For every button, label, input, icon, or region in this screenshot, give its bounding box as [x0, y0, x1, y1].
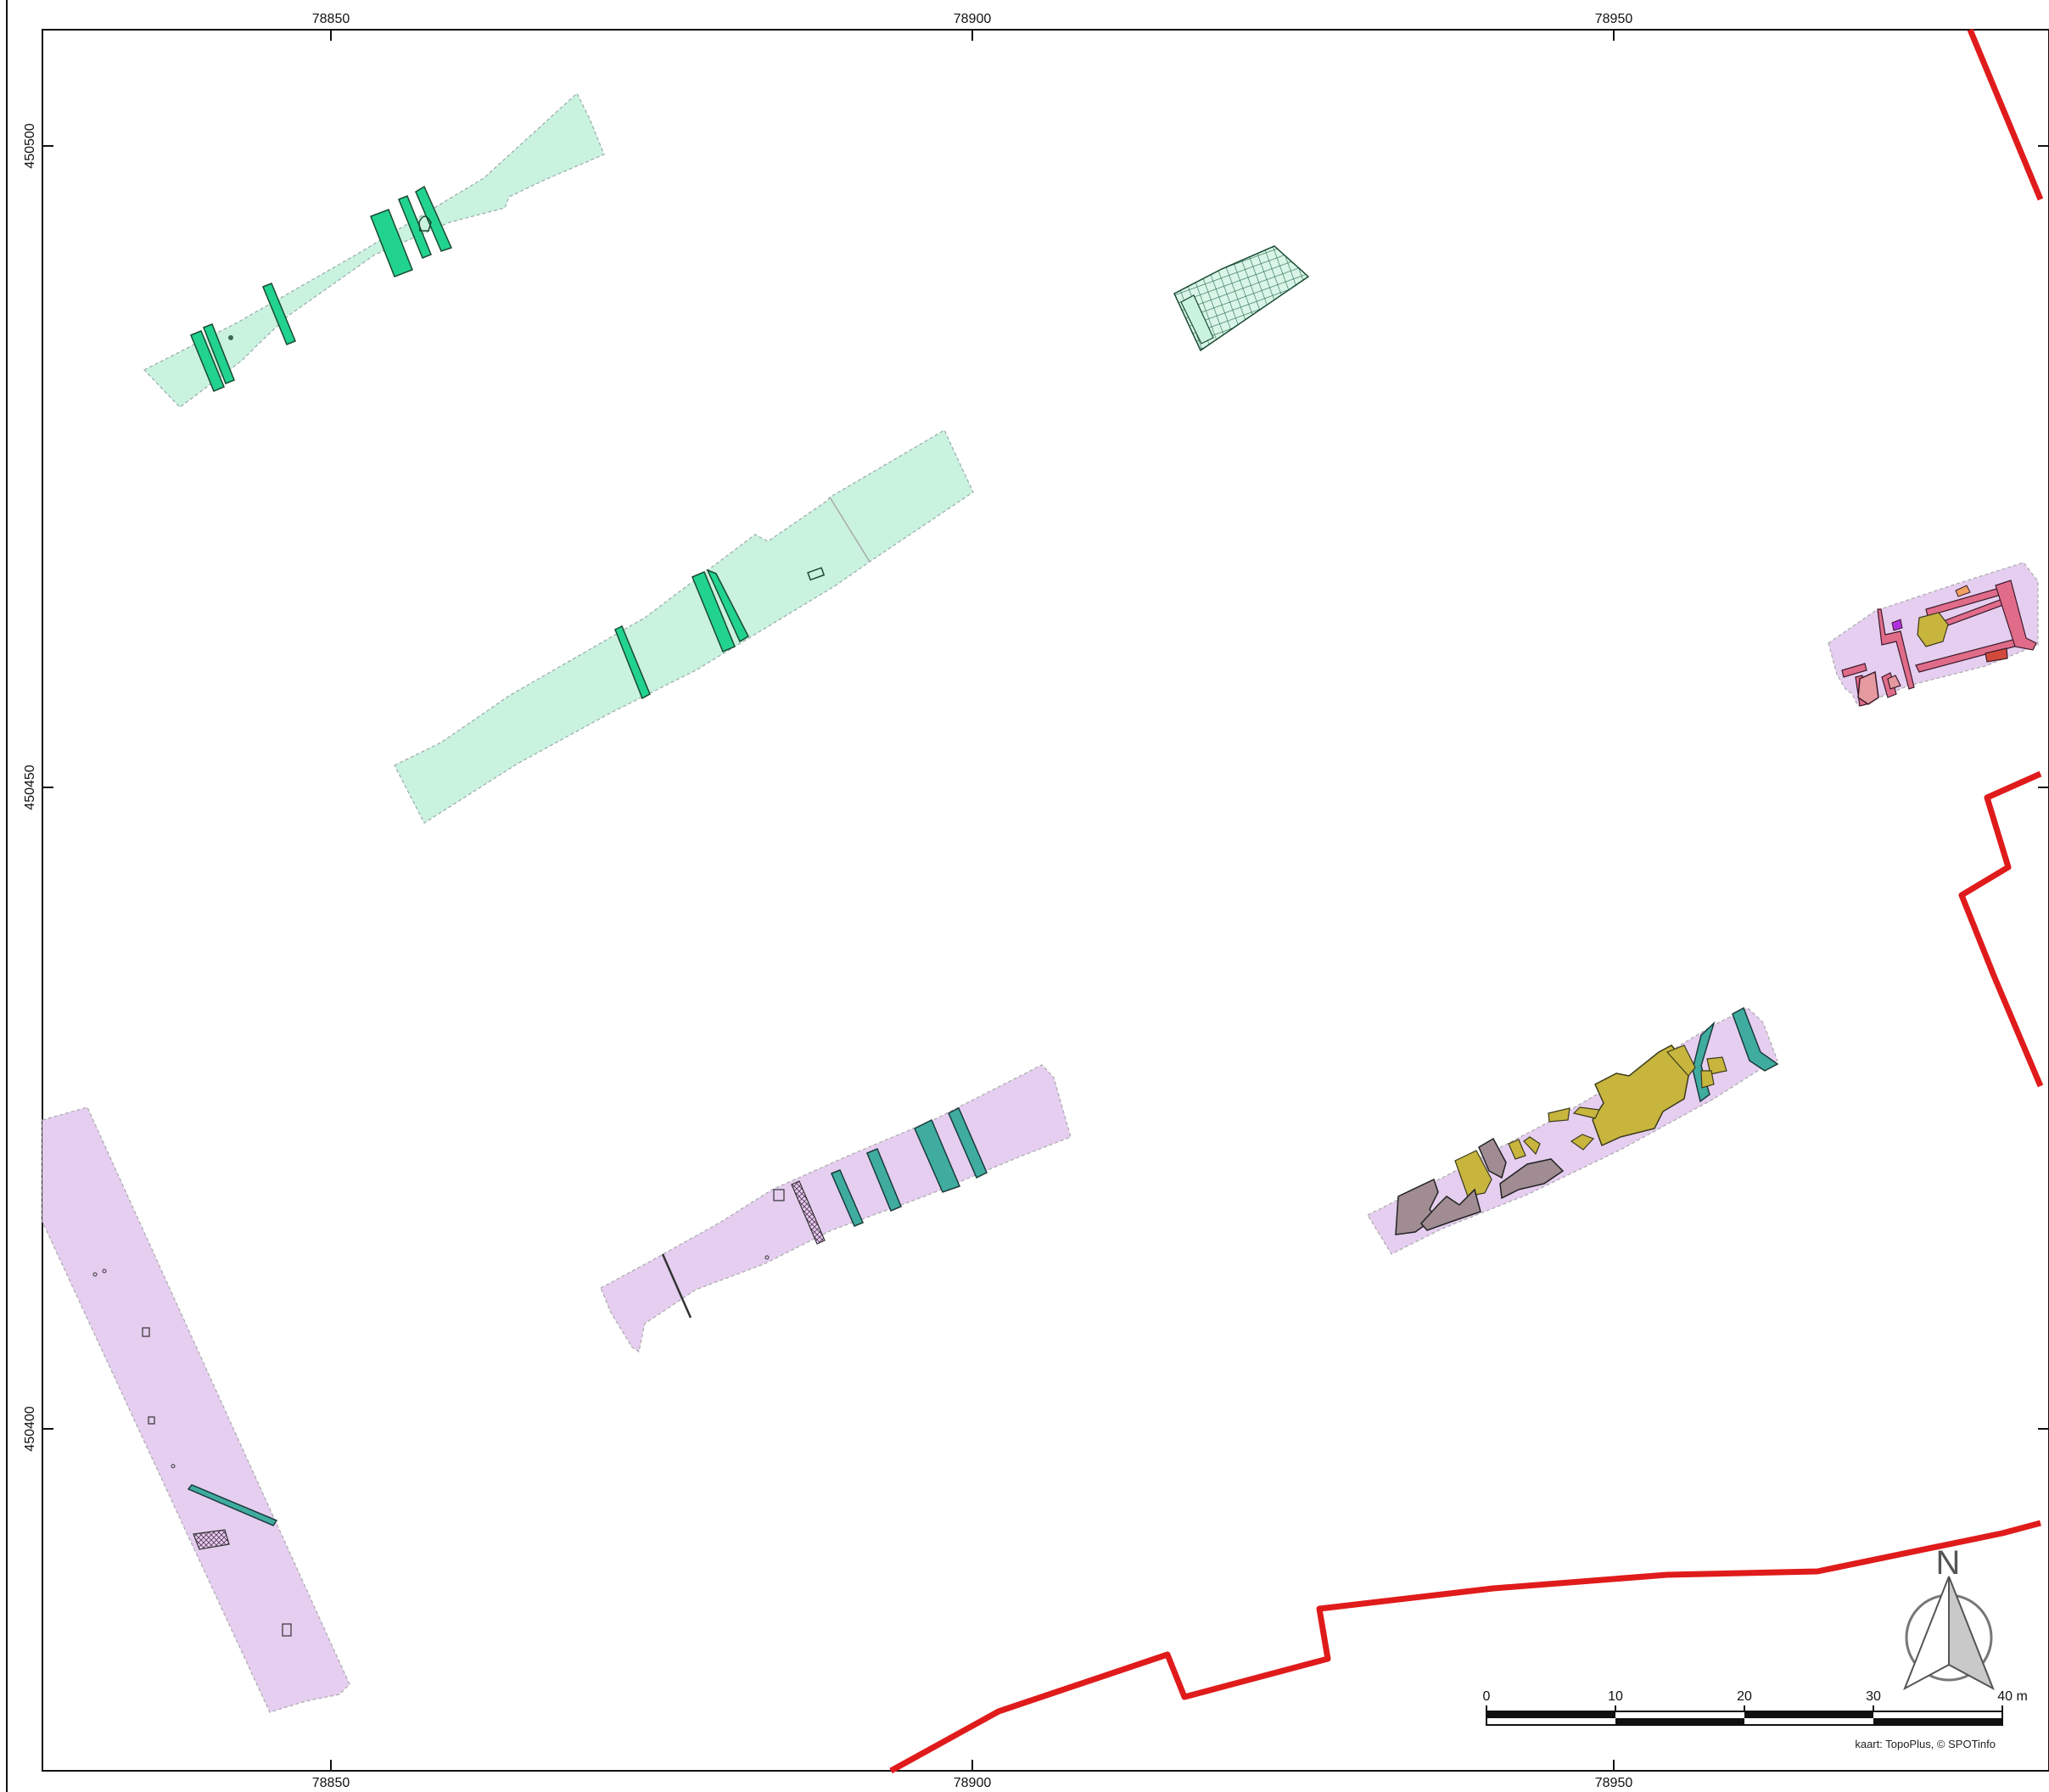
boundary-right	[1958, 770, 2044, 1088]
trench-purple-2	[600, 1064, 1072, 1352]
trench-green-1	[143, 92, 605, 408]
north-label: N	[1936, 1544, 1961, 1582]
map-frame	[42, 29, 2049, 1772]
trench-green-2	[394, 429, 974, 824]
y-tick-left-3: 450400	[23, 1406, 37, 1451]
trench-green-hatched	[1173, 245, 1310, 352]
trench-purple-1	[42, 1106, 350, 1713]
x-tick-top-3: 78950	[1595, 12, 1633, 26]
scale-label-30: 30	[1866, 1689, 1881, 1704]
y-tick-left-1: 450500	[23, 123, 37, 168]
trench-purple-4	[1828, 562, 2039, 707]
scale-label-20: 20	[1737, 1689, 1752, 1704]
y-tick-left-2: 450450	[23, 764, 37, 809]
scale-label-10: 10	[1608, 1689, 1623, 1704]
scale-label-40: 40 m	[1997, 1689, 2028, 1704]
axis-ticks	[42, 30, 2049, 1771]
boundary-top-right	[1967, 28, 2044, 201]
x-tick-bottom-1: 78850	[312, 1776, 350, 1790]
x-tick-bottom-3: 78950	[1595, 1776, 1633, 1790]
boundary-lines	[889, 28, 2044, 1774]
map-credit: kaart: TopoPlus, © SPOTinfo	[1855, 1738, 1996, 1750]
trench-purple-3	[1367, 1006, 1779, 1255]
x-tick-top-1: 78850	[312, 12, 350, 26]
x-tick-bottom-2: 78900	[954, 1776, 992, 1790]
boundary-bottom	[889, 1520, 2041, 1774]
scale-bar	[1486, 1705, 2003, 1726]
x-tick-top-2: 78900	[954, 12, 992, 26]
scale-label-0: 0	[1483, 1689, 1491, 1704]
north-arrow-icon	[1903, 1576, 1995, 1691]
